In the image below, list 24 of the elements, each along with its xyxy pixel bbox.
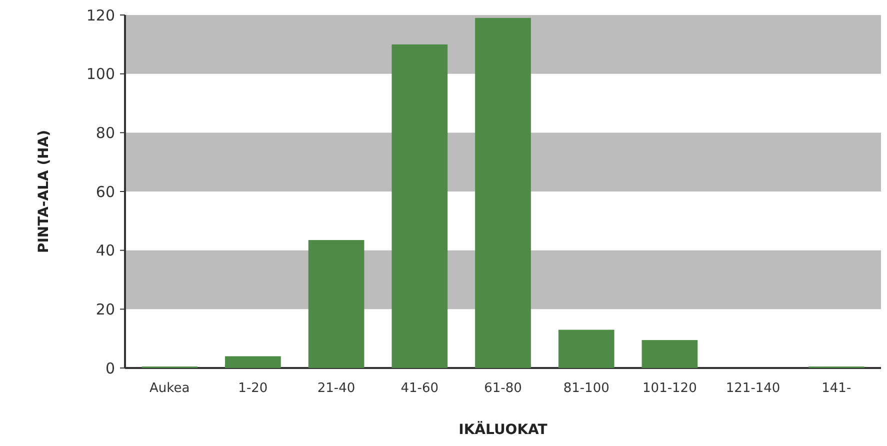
bar bbox=[642, 340, 698, 368]
bar bbox=[475, 18, 531, 368]
x-tick-label: 21-40 bbox=[317, 381, 356, 396]
bar bbox=[225, 356, 281, 368]
y-tick-label: 20 bbox=[96, 300, 115, 318]
y-axis-title: PINTA-ALA (HA) bbox=[36, 130, 52, 254]
x-tick-label: 121-140 bbox=[726, 381, 780, 396]
y-tick-label: 0 bbox=[105, 359, 115, 378]
y-tick-label: 60 bbox=[96, 182, 115, 201]
bar bbox=[392, 44, 448, 368]
x-tick-label: Aukea bbox=[150, 381, 190, 396]
y-tick-label: 80 bbox=[96, 124, 115, 142]
bar bbox=[558, 330, 614, 368]
x-tick-label: 1-20 bbox=[238, 381, 268, 396]
y-tick-label: 100 bbox=[86, 65, 115, 84]
x-tick-label: 41-60 bbox=[400, 381, 439, 396]
y-tick-label: 40 bbox=[96, 242, 115, 260]
bar bbox=[308, 240, 364, 368]
x-tick-label: 101-120 bbox=[642, 381, 697, 396]
x-tick-label: 81-100 bbox=[563, 381, 610, 396]
x-tick-label: 61-80 bbox=[484, 381, 522, 396]
x-axis-title: IKÄLUOKAT bbox=[458, 421, 548, 438]
y-tick-label: 120 bbox=[86, 6, 115, 24]
x-tick-label: 141- bbox=[822, 381, 852, 396]
